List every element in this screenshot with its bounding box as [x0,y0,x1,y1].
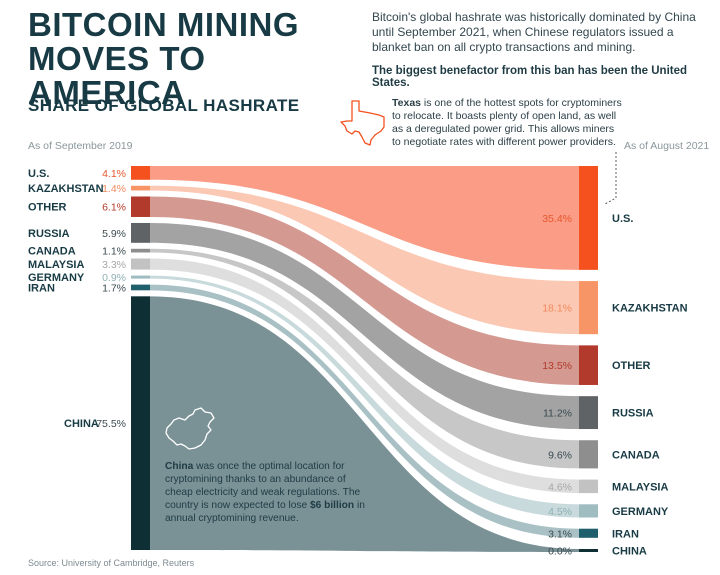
right-value-iran: 3.1% [548,528,572,540]
title-line-2: MOVES TO AMERICA [28,40,206,111]
left-bar-kazakhstan [131,185,150,191]
right-name-china: CHINA [612,546,647,558]
right-bar-china [579,549,598,552]
flow-iran [150,284,579,538]
texas-connector [604,152,617,205]
right-value-u-s: 35.4% [542,213,572,225]
title-line-1: BITCOIN MINING [28,6,299,43]
left-value-other: 6.1% [102,202,126,214]
right-name-russia: RUSSIA [612,408,654,420]
left-value-germany: 0.9% [102,272,126,284]
left-name-malaysia: MALAYSIA [28,259,84,271]
china-note-text-1: was once the optimal location for crypto… [165,461,361,511]
left-name-u-s: U.S. [28,168,49,180]
right-bar-canada [579,440,598,469]
right-value-malaysia: 4.6% [548,481,572,493]
texas-note-bold: Texas [392,97,421,109]
flow-u-s [150,166,579,270]
left-value-kazakhstan: 1.4% [102,183,126,195]
source-note: Source: University of Cambridge, Reuters [28,558,195,568]
right-value-china: 0.0% [548,546,572,558]
china-note-bold-2: $6 billion [309,500,355,511]
left-value-u-s: 4.1% [102,168,126,180]
left-bar-malaysia [131,258,150,270]
left-name-russia: RUSSIA [28,228,70,240]
right-bar-kazakhstan [579,281,598,335]
left-value-malaysia: 3.3% [102,259,126,271]
right-bar-malaysia [579,479,598,494]
china-note-bold-1: China [165,461,194,472]
right-value-germany: 4.5% [548,506,572,518]
texas-note-text: is one of the hottest spots for cryptomi… [392,97,622,148]
right-bar-other [579,345,598,385]
intro-highlight: The biggest benefactor from this ban has… [372,65,688,89]
left-bar-china [131,296,150,550]
left-value-iran: 1.7% [102,282,126,294]
right-bar-germany [579,504,598,518]
left-name-other: OTHER [28,202,67,214]
left-name-kazakhstan: KAZAKHSTAN [28,183,104,195]
left-value-russia: 5.9% [102,228,126,240]
left-bar-russia [131,222,150,243]
page-title: BITCOIN MINING MOVES TO AMERICA [28,8,358,110]
right-value-russia: 11.2% [543,408,572,420]
right-bar-u-s [579,166,598,270]
right-period-label: As of August 2021 [624,140,710,152]
left-name-canada: CANADA [28,246,76,258]
flow-china [150,296,579,552]
right-value-other: 13.5% [542,360,572,372]
left-bar-canada [131,248,150,253]
flow-germany [150,275,579,518]
right-name-kazakhstan: KAZAKHSTAN [612,303,688,315]
left-value-canada: 1.1% [102,246,126,258]
left-bar-germany [131,275,150,279]
right-value-kazakhstan: 18.1% [542,303,572,315]
right-bar-iran [579,528,598,538]
left-name-germany: GERMANY [28,272,85,284]
right-value-canada: 9.6% [548,449,572,461]
left-period-label: As of September 2019 [28,140,133,152]
flow-layer [150,166,579,552]
flow-canada [150,248,579,469]
flow-kazakhstan [150,185,579,335]
flow-malaysia [150,258,579,494]
texas-note: Texas is one of the hottest spots for cr… [392,97,624,149]
flow-russia [150,222,579,430]
flow-other [150,196,579,385]
intro-text: Bitcoin's global hashrate was historical… [372,10,696,54]
right-name-canada: CANADA [612,449,660,461]
chart-subtitle: SHARE OF GLOBAL HASHRATE [28,96,300,115]
left-name-china: CHINA [64,418,99,430]
china-map-icon [165,407,215,450]
left-bar-other [131,196,150,217]
china-note-text-2: in annual cryptomining revenue. [165,500,365,524]
right-name-u-s: U.S. [612,213,633,225]
right-name-malaysia: MALAYSIA [612,481,668,493]
right-name-germany: GERMANY [612,506,669,518]
right-name-other: OTHER [612,360,651,372]
china-note: China was once the optimal location for … [165,460,365,525]
left-name-iran: IRAN [28,282,55,294]
texas-map-icon [340,100,385,146]
right-name-iran: IRAN [612,528,639,540]
right-bar-russia [579,396,598,430]
left-value-china: 75.5% [96,418,126,430]
left-bar-u-s [131,166,150,180]
left-bar-iran [131,284,150,291]
bar-layer [131,166,598,552]
